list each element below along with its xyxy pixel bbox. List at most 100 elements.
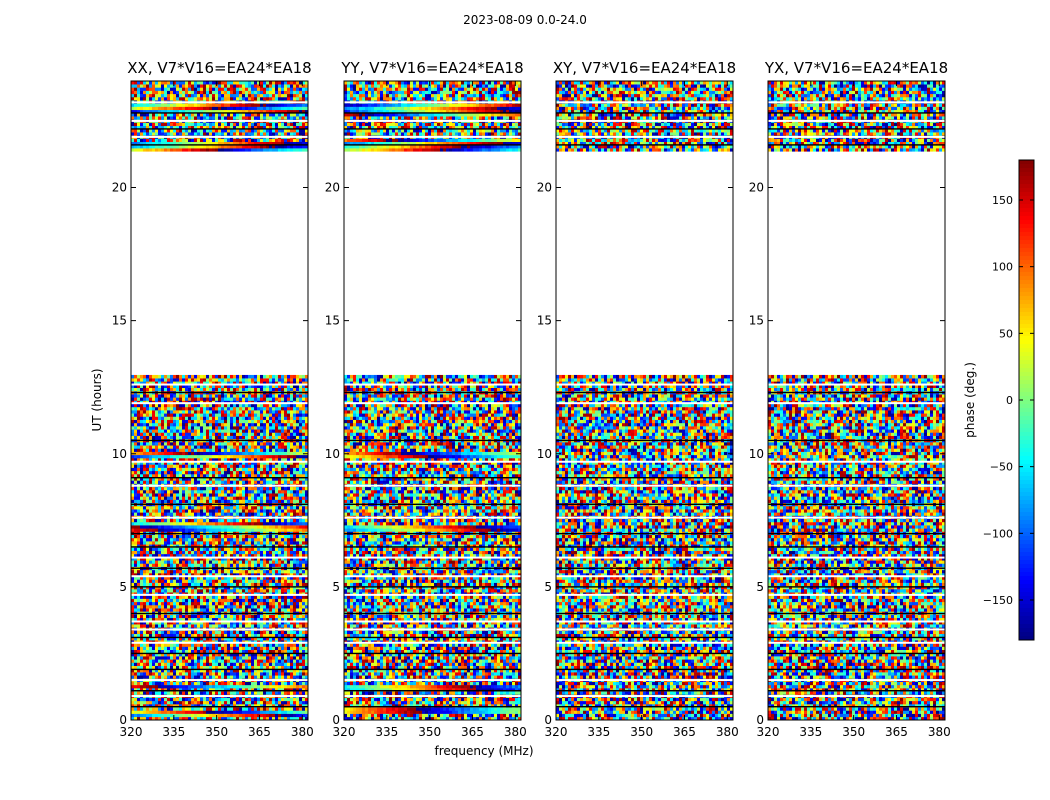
panel-xx: XX, V7*V16=EA24*EA18 320 335 350 365 380 0 5 10 1… [112, 59, 314, 739]
y-tick-label: 0 [119, 713, 127, 727]
colorbar-segment [1019, 220, 1034, 225]
x-tick-label: 350 [205, 725, 228, 739]
panel-frame [343, 80, 522, 721]
colorbar-segment [1019, 380, 1034, 385]
colorbar-segment [1019, 324, 1034, 329]
x-tick-label: 365 [461, 725, 484, 739]
colorbar-segment [1019, 240, 1034, 245]
colorbar-segment [1019, 580, 1034, 585]
panel-xy: XY, V7*V16=EA24*EA18 320 335 350 365 380 0 5 10 1… [537, 59, 739, 739]
colorbar-segment [1019, 248, 1034, 253]
y-tick-label: 20 [112, 181, 127, 195]
x-tick-label: 350 [418, 725, 441, 739]
colorbar-segment [1019, 388, 1034, 393]
colorbar-segment [1019, 492, 1034, 497]
y-tick-label: 10 [325, 447, 340, 461]
y-tick-label: 10 [537, 447, 552, 461]
colorbar-segment [1019, 612, 1034, 617]
colorbar-segment [1019, 448, 1034, 453]
y-tick-label: 20 [749, 181, 764, 195]
colorbar-segment [1019, 508, 1034, 513]
y-tick-label: 5 [119, 580, 127, 594]
y-tick-label: 5 [544, 580, 552, 594]
colorbar-segment [1019, 320, 1034, 325]
colorbar-segment [1019, 396, 1034, 401]
panel-yx: YX, V7*V16=EA24*EA18 320 335 350 365 380 0 5 10 1… [749, 59, 951, 739]
x-tick-label: 320 [545, 725, 568, 739]
colorbar-segment [1019, 412, 1034, 417]
colorbar-segment [1019, 180, 1034, 185]
x-tick-label: 335 [587, 725, 610, 739]
colorbar-segment [1019, 336, 1034, 341]
colorbar-segment [1019, 556, 1034, 561]
colorbar-segment [1019, 300, 1034, 305]
colorbar-segment [1019, 588, 1034, 593]
colorbar-segment [1019, 204, 1034, 209]
colorbar-segment [1019, 348, 1034, 353]
colorbar-tick-label: 100 [992, 261, 1013, 274]
colorbar-segment [1019, 328, 1034, 333]
x-tick-label: 320 [757, 725, 780, 739]
colorbar-segment [1019, 432, 1034, 437]
colorbar-segment [1019, 272, 1034, 277]
colorbar-segment [1019, 480, 1034, 485]
colorbar-segment [1019, 228, 1034, 233]
colorbar-segment [1019, 540, 1034, 545]
colorbar-segment [1019, 520, 1034, 525]
colorbar-segment [1019, 628, 1034, 633]
colorbar-segment [1019, 428, 1034, 433]
colorbar-segment [1019, 172, 1034, 177]
y-tick-label: 10 [112, 447, 127, 461]
colorbar-segment [1019, 548, 1034, 553]
colorbar-segment [1019, 624, 1034, 629]
colorbar-segment [1019, 312, 1034, 317]
colorbar-segment [1019, 168, 1034, 173]
colorbar-segment [1019, 600, 1034, 605]
colorbar-segment [1019, 352, 1034, 357]
colorbar-segment [1019, 572, 1034, 577]
colorbar-segment [1019, 632, 1034, 637]
heatmap-cells-xx [131, 81, 308, 720]
colorbar-segment [1019, 296, 1034, 301]
x-tick-label: 380 [716, 725, 739, 739]
colorbar-segment [1019, 536, 1034, 541]
colorbar-group: 150 100 50 0 −50 −100 −150 phase (deg.) [963, 159, 1035, 641]
colorbar-tick-label: 150 [992, 194, 1013, 207]
x-tick-label: 350 [842, 725, 865, 739]
y-tick-label: 15 [749, 314, 764, 328]
colorbar-segment [1019, 584, 1034, 589]
y-tick-label: 15 [537, 314, 552, 328]
heatmap-cells-xy [556, 81, 733, 720]
colorbar-segment [1019, 196, 1034, 201]
colorbar-segment [1019, 372, 1034, 377]
colorbar-segment [1019, 464, 1034, 469]
colorbar-segment [1019, 564, 1034, 569]
y-tick-label: 0 [544, 713, 552, 727]
y-tick-label: 20 [325, 181, 340, 195]
colorbar-segment [1019, 368, 1034, 373]
colorbar-segment [1019, 316, 1034, 321]
colorbar-segment [1019, 468, 1034, 473]
colorbar-segment [1019, 292, 1034, 297]
colorbar-segment [1019, 516, 1034, 521]
colorbar-segment [1019, 408, 1034, 413]
colorbar-segment [1019, 568, 1034, 573]
colorbar-segment [1019, 504, 1034, 509]
colorbar-tick-label: 50 [999, 327, 1013, 340]
heatmap-cells-yx [768, 81, 945, 720]
panel-title: YX, V7*V16=EA24*EA18 [764, 59, 948, 77]
colorbar-segment [1019, 488, 1034, 493]
panel-title: XX, V7*V16=EA24*EA18 [127, 59, 311, 77]
colorbar-segment [1019, 456, 1034, 461]
colorbar-segment [1019, 276, 1034, 281]
colorbar-segment [1019, 592, 1034, 597]
colorbar-segment [1019, 224, 1034, 229]
y-tick-label: 20 [537, 181, 552, 195]
colorbar-segment [1019, 436, 1034, 441]
colorbar-segment [1019, 236, 1034, 241]
colorbar-tick-label: −50 [990, 461, 1013, 474]
x-tick-label: 380 [291, 725, 314, 739]
colorbar-segment [1019, 452, 1034, 457]
colorbar-segment [1019, 212, 1034, 217]
